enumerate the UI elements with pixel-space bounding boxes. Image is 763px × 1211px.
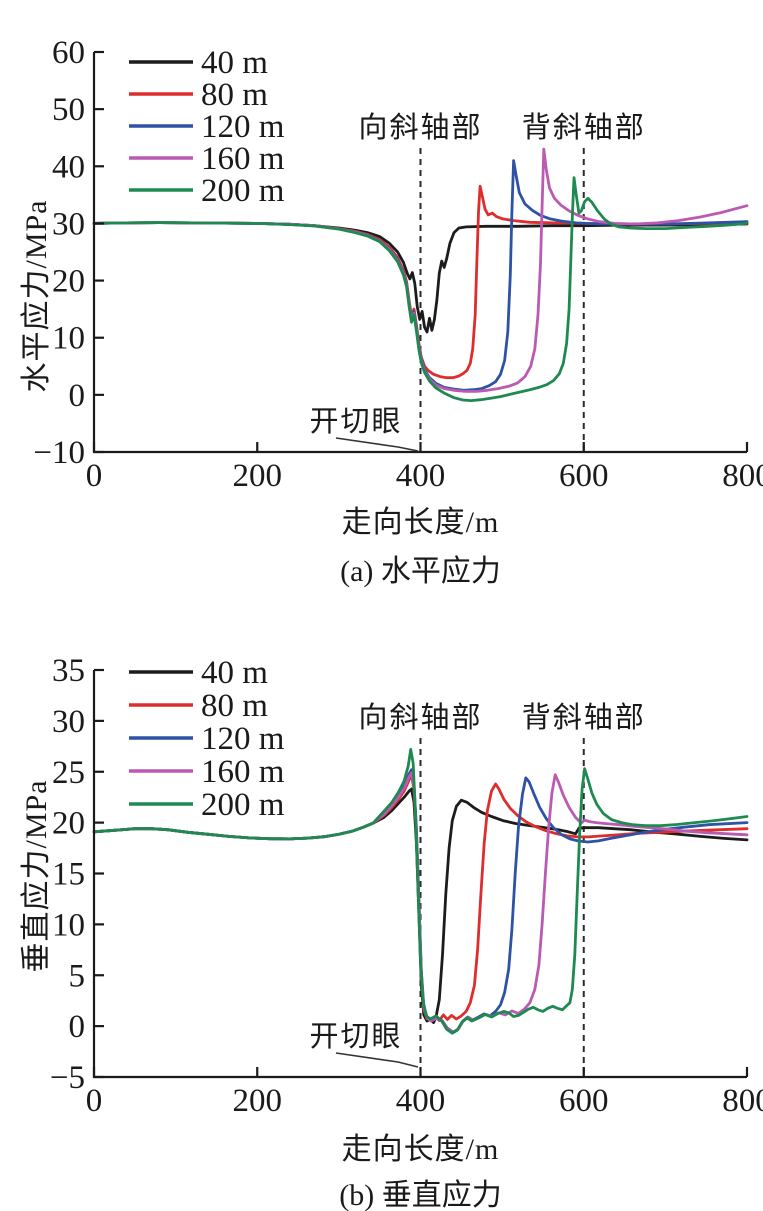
anticline-axis-label: 背斜轴部 <box>522 701 646 734</box>
y-tick-label: 40 <box>52 149 85 185</box>
y-tick-label: 10 <box>52 321 85 357</box>
legend-label-40m: 40 m <box>201 655 268 691</box>
y-tick-label: −10 <box>33 435 85 471</box>
legend-label-120m: 120 m <box>201 721 285 757</box>
syncline-axis-label: 向斜轴部 <box>358 701 482 734</box>
legend-label-80m: 80 m <box>201 77 268 113</box>
syncline-axis-label: 向斜轴部 <box>358 111 482 144</box>
y-tick-label: 0 <box>69 378 86 414</box>
open-off-cut-leader-line <box>335 1052 419 1068</box>
chart-a-caption: (a) 水平应力 <box>340 555 501 588</box>
y-tick-label: 30 <box>52 206 85 242</box>
series-line-200m <box>92 176 749 403</box>
open-off-cut-label: 开切眼 <box>309 1021 402 1053</box>
y-tick-label: 50 <box>52 92 85 128</box>
y-tick-label: 15 <box>52 857 85 893</box>
legend-label-200m: 200 m <box>201 787 285 823</box>
x-tick-label: 800 <box>722 1083 763 1119</box>
y-tick-label: 25 <box>52 755 85 791</box>
legend-label-40m: 40 m <box>201 45 268 81</box>
y-tick-label: 10 <box>52 907 85 943</box>
chart-b-caption: (b) 垂直应力 <box>339 1179 502 1211</box>
chart-b-x-axis-title: 走向长度/m <box>341 1133 500 1166</box>
chart-a-x-axis-title: 走向长度/m <box>341 506 500 539</box>
legend-label-160m: 160 m <box>201 141 285 177</box>
x-tick-label: 400 <box>396 1083 446 1119</box>
y-tick-label: 30 <box>52 704 85 740</box>
y-tick-label: 0 <box>69 1009 86 1045</box>
open-off-cut-leader-line <box>335 437 419 452</box>
x-tick-label: 0 <box>86 458 103 494</box>
series-line-200m <box>92 747 749 1035</box>
legend-label-160m: 160 m <box>201 754 285 790</box>
x-tick-label: 600 <box>559 458 609 494</box>
x-tick-label: 200 <box>233 458 283 494</box>
y-tick-label: 35 <box>52 653 85 689</box>
legend-label-120m: 120 m <box>201 109 285 145</box>
x-tick-label: 400 <box>396 458 446 494</box>
open-off-cut-label: 开切眼 <box>309 406 402 438</box>
y-tick-label: 20 <box>52 264 85 300</box>
legend-label-80m: 80 m <box>201 688 268 724</box>
y-tick-label: 5 <box>69 958 86 994</box>
chart-b-y-axis-title: 垂直应力/MPa <box>20 779 53 973</box>
y-tick-label: −5 <box>50 1060 85 1096</box>
x-tick-label: 0 <box>86 1083 103 1119</box>
chart-a-y-axis-title: 水平应力/MPa <box>20 199 53 393</box>
x-tick-label: 600 <box>559 1083 609 1119</box>
anticline-axis-label: 背斜轴部 <box>522 111 646 144</box>
x-tick-label: 800 <box>722 458 763 494</box>
x-tick-label: 200 <box>233 1083 283 1119</box>
y-tick-label: 20 <box>52 806 85 842</box>
legend-label-200m: 200 m <box>201 173 285 209</box>
y-tick-label: 60 <box>52 35 85 71</box>
